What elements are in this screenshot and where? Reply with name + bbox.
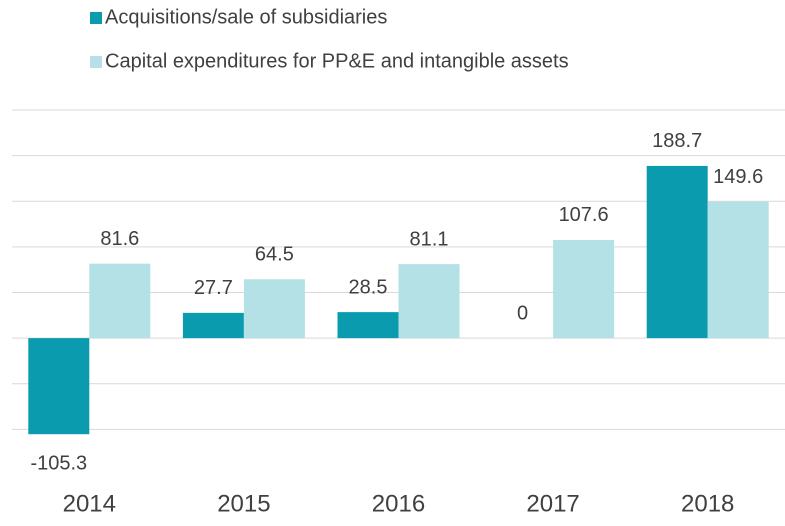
x-tick-label: 2016 bbox=[372, 490, 425, 517]
legend-swatch bbox=[90, 56, 102, 68]
bar bbox=[707, 201, 769, 339]
bar bbox=[243, 279, 305, 339]
value-label: 81.6 bbox=[100, 228, 139, 250]
bar bbox=[182, 312, 244, 339]
bar bbox=[398, 264, 460, 339]
x-tick-label: 2015 bbox=[217, 490, 270, 517]
value-label: 81.1 bbox=[410, 228, 449, 250]
value-label: 64.5 bbox=[255, 244, 294, 266]
value-label: 28.5 bbox=[349, 276, 388, 298]
value-label: 107.6 bbox=[559, 204, 609, 226]
x-tick-label: 2017 bbox=[526, 490, 579, 517]
value-label: 188.7 bbox=[652, 130, 702, 152]
value-label: 27.7 bbox=[194, 277, 233, 299]
legend-label: Acquisitions/sale of subsidiaries bbox=[105, 6, 387, 28]
legend-swatch bbox=[90, 12, 102, 24]
bar bbox=[553, 239, 615, 339]
value-label: 149.6 bbox=[713, 166, 763, 188]
legend-label: Capital expenditures for PP&E and intang… bbox=[105, 50, 569, 72]
x-tick-label: 2018 bbox=[681, 490, 734, 517]
bar bbox=[89, 263, 151, 339]
value-label: 0 bbox=[517, 302, 528, 324]
value-label: -105.3 bbox=[30, 452, 87, 474]
x-tick-label: 2014 bbox=[63, 490, 116, 517]
bar bbox=[646, 165, 708, 339]
bar bbox=[28, 338, 90, 435]
bar bbox=[337, 312, 399, 339]
